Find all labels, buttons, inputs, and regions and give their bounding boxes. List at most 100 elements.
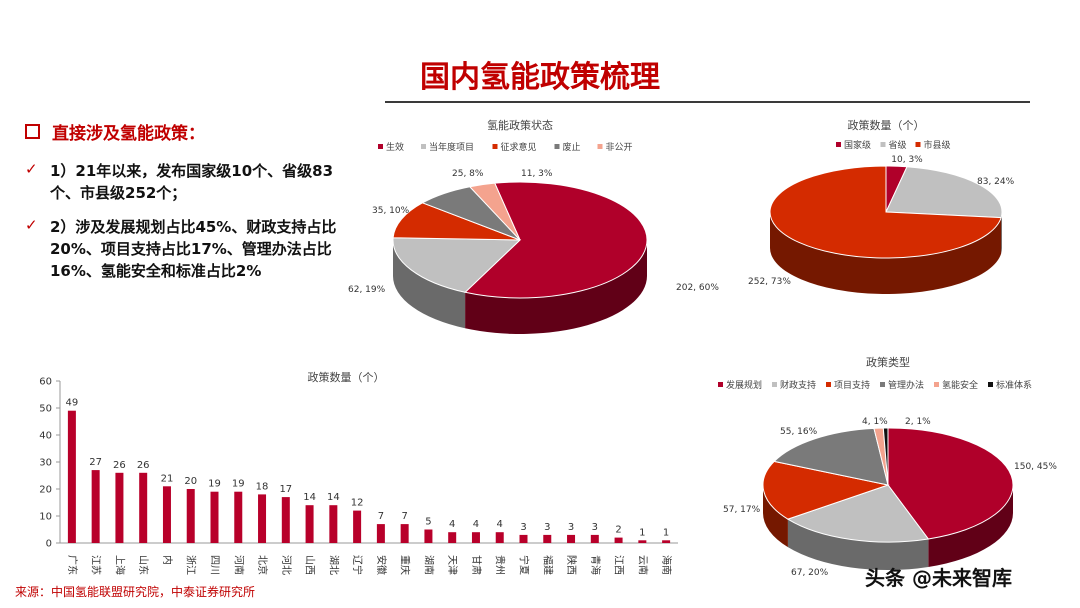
bar [519, 534, 528, 543]
bar-value-label: 7 [401, 511, 407, 522]
pie-slice-side [763, 485, 788, 548]
bar [590, 534, 599, 543]
bar [258, 494, 267, 543]
bar [91, 470, 100, 543]
pie-slice [769, 165, 1002, 259]
x-tick-label: 安徽 [375, 555, 388, 575]
x-tick-label: 天津 [446, 555, 458, 575]
pie-slice [887, 427, 1014, 540]
pie-slice [468, 182, 521, 241]
bar-value-label: 19 [232, 479, 245, 490]
bar-value-label: 1 [639, 527, 645, 538]
x-tick-label: 云南 [636, 555, 649, 575]
bar-chart: 010203040506049广东27江苏26上海26山东21内20浙江19四川… [39, 370, 678, 575]
bar-value-label: 3 [592, 522, 598, 533]
bar [210, 491, 219, 543]
bar-value-label: 7 [378, 511, 384, 522]
bar [281, 497, 290, 543]
bar-value-label: 14 [327, 492, 340, 503]
legend-swatch [772, 382, 777, 387]
x-tick-label: 海南 [660, 555, 673, 575]
data-label: 83, 24% [977, 177, 1015, 187]
pie-slice [786, 484, 930, 543]
legend-swatch [836, 142, 841, 147]
legend-entry: 管理办法 [888, 379, 924, 391]
x-tick-label: 重庆 [399, 555, 412, 575]
bar [495, 532, 504, 543]
bar-value-label: 3 [520, 522, 526, 533]
bar-value-label: 26 [113, 460, 126, 471]
pie-slice-side [393, 240, 466, 329]
pie-chart-type: 150, 45% 67, 20% 57, 17% 55, 16% 4, 1% 2, 1% 政… [718, 355, 1057, 578]
y-tick-label: 50 [39, 404, 52, 415]
data-label: 57, 17% [723, 505, 761, 515]
legend-entry: 项目支持 [834, 379, 870, 391]
x-tick-label: 北京 [256, 555, 269, 575]
bar [567, 534, 576, 543]
checkmark-icon: ✓ [25, 216, 38, 234]
bar [424, 529, 433, 543]
pie-slice-side [770, 212, 1002, 295]
legend-entry: 财政支持 [780, 379, 816, 391]
bar-value-label: 5 [425, 517, 431, 528]
y-tick-label: 60 [39, 377, 52, 388]
bar [448, 532, 457, 543]
legend-swatch [554, 144, 560, 149]
pie-slice [885, 166, 1003, 219]
pie-slice-side [928, 485, 1013, 567]
bar [139, 472, 148, 543]
legend-entry: 市县级 [924, 139, 951, 151]
x-tick-label: 辽宁 [351, 555, 364, 575]
pie-slice [882, 427, 889, 486]
bar [614, 537, 623, 543]
y-tick-label: 20 [39, 485, 52, 496]
y-tick-label: 0 [46, 539, 52, 550]
x-tick-label: 江西 [613, 555, 625, 575]
bar [662, 540, 671, 543]
bar-value-label: 1 [663, 527, 669, 538]
x-tick-label: 宁夏 [518, 555, 531, 575]
pie-slice-side [465, 240, 647, 334]
bar [638, 540, 647, 543]
legend-swatch [597, 144, 603, 149]
data-label: 11, 3% [521, 169, 553, 179]
x-tick-label: 浙江 [185, 555, 197, 575]
pie-slice [773, 427, 889, 486]
y-tick-label: 10 [39, 512, 52, 523]
bar-value-label: 4 [497, 519, 503, 530]
page-title: 国内氢能政策梳理 [420, 60, 660, 95]
legend-swatch [378, 144, 383, 149]
bar-value-label: 49 [66, 398, 79, 409]
legend-swatch [988, 382, 993, 387]
bar-value-label: 19 [208, 479, 221, 490]
y-tick-label: 40 [39, 431, 52, 442]
x-tick-label: 河南 [232, 555, 245, 575]
chart-title: 政策类型 [866, 355, 910, 369]
legend-entry: 当年度项目 [429, 141, 474, 153]
bar-value-label: 17 [279, 484, 292, 495]
bar-value-label: 26 [137, 460, 150, 471]
data-label: 25, 8% [452, 169, 484, 179]
bar [329, 505, 338, 543]
data-label: 252, 73% [748, 277, 791, 287]
pie-slice [762, 460, 890, 520]
x-tick-label: 江苏 [90, 555, 103, 575]
x-tick-label: 内 [161, 555, 174, 565]
legend-swatch [880, 382, 885, 387]
x-tick-label: 河北 [280, 555, 292, 575]
pie-chart-level: 10, 3% 83, 24% 252, 73% 政策数量（个） 国家级 省级 市县级 [748, 118, 1015, 295]
x-tick-label: 湖南 [422, 555, 435, 575]
summary-point-2: 2）涉及发展规划占比45%、财政支持占比20%、项目支持占比17%、管理办法占比… [50, 218, 337, 280]
data-label: 202, 60% [676, 283, 719, 293]
legend-swatch [915, 142, 921, 147]
data-label: 67, 20% [791, 568, 829, 578]
bar-value-label: 3 [568, 522, 574, 533]
x-tick-label: 福建 [541, 555, 554, 575]
bar-value-label: 4 [473, 519, 479, 530]
legend-swatch [880, 142, 886, 147]
source-note: 来源：中国氢能联盟研究院，中泰证券研究所 [15, 585, 256, 599]
bar-value-label: 3 [544, 522, 550, 533]
x-tick-label: 贵州 [494, 555, 507, 575]
checkmark-icon: ✓ [25, 160, 38, 178]
